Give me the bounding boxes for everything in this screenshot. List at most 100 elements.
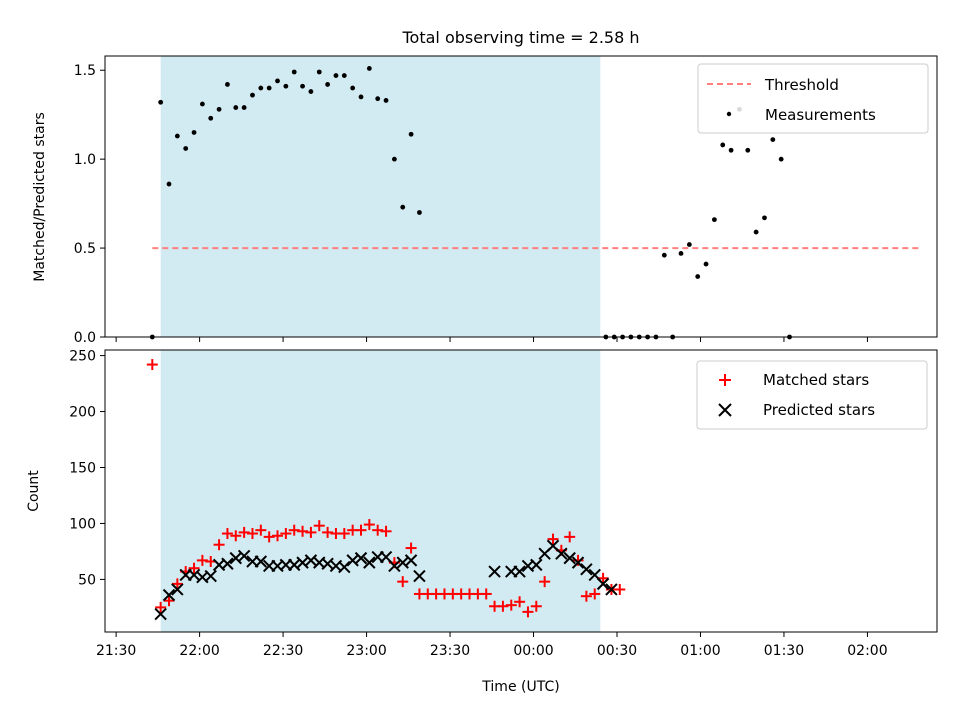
matched-star-point — [397, 576, 409, 588]
predicted-star-point — [162, 588, 176, 602]
matched-star-point — [322, 526, 334, 538]
measurement-point — [341, 73, 347, 78]
x-tick-label: 02:00 — [847, 643, 887, 659]
x-tick-label: 01:30 — [764, 643, 804, 659]
predicted-star-point — [513, 565, 526, 578]
matched-star-point — [246, 528, 258, 540]
predicted-star-point — [204, 569, 217, 583]
top-legend-label-measurements: Measurements — [765, 106, 876, 124]
x-tick-label: 00:30 — [597, 643, 637, 659]
measurement-point — [678, 251, 684, 256]
matched-star-point — [163, 595, 175, 607]
measurement-point — [174, 133, 180, 139]
matched-star-point — [564, 531, 576, 543]
y-tick-label: 100 — [69, 516, 96, 532]
measurement-point — [325, 82, 331, 87]
x-axis-label: Time (UTC) — [481, 679, 559, 695]
matched-star-point — [514, 596, 526, 608]
measurement-point — [753, 229, 759, 235]
measurement-point — [383, 98, 389, 103]
top-axes-frame — [104, 55, 938, 338]
predicted-star-point — [154, 607, 167, 621]
predicted-star-point — [171, 583, 184, 596]
predicted-star-point — [388, 559, 401, 573]
x-tick-label: 22:00 — [179, 643, 219, 659]
matched-star-point — [614, 583, 626, 595]
measurement-point — [720, 142, 726, 148]
measurement-point — [350, 85, 356, 91]
predicted-star-point — [530, 558, 543, 572]
y-tick-label: 200 — [69, 405, 96, 421]
y-tick-label: 1.5 — [74, 63, 96, 79]
x-tick-label: 22:30 — [263, 643, 303, 659]
matched-star-point — [497, 600, 509, 612]
bottom-legend: Matched stars Predicted stars — [696, 360, 928, 430]
bottom-legend-box — [696, 360, 928, 430]
matched-star-point — [530, 600, 542, 612]
y-tick-label: 1.0 — [74, 152, 96, 168]
measurement-point — [366, 66, 372, 71]
bottom-y-axis: 50 100 150 200 250 — [69, 349, 105, 588]
x-tick-label: 23:30 — [430, 643, 470, 659]
measurement-point — [375, 96, 381, 102]
bottom-marks-layer — [146, 359, 626, 621]
measurement-point — [233, 105, 239, 110]
observing-window-shade — [160, 350, 601, 632]
top-y-axis-label: Matched/Predicted stars — [32, 112, 48, 282]
predicted-star-point — [254, 555, 268, 568]
measurements-legend-swatch — [726, 111, 732, 117]
matched-star-point — [272, 530, 284, 542]
measurement-point — [728, 147, 734, 153]
predicted-star-point — [363, 556, 376, 569]
measurement-point — [661, 252, 667, 258]
matched-star-point — [255, 524, 267, 536]
matched-star-point — [305, 526, 317, 538]
count-panel: 50 100 150 200 250 21:30 22:00 22:30 23:00 23:30… — [26, 349, 938, 695]
measurement-point — [283, 83, 289, 89]
measurement-point — [770, 137, 776, 142]
matched-star-point — [505, 599, 517, 611]
measurement-point — [225, 82, 230, 87]
measurement-point — [166, 181, 172, 187]
measurement-point — [703, 261, 709, 267]
top-legend-label-threshold: Threshold — [764, 76, 839, 94]
predicted-star-point — [338, 560, 351, 574]
matched-star-point — [263, 531, 275, 543]
top-x-axis — [115, 337, 868, 342]
bottom-shade-layer — [160, 350, 601, 632]
measurement-point — [300, 83, 305, 89]
matched-star-point — [547, 533, 559, 545]
predicted-star-point — [580, 563, 593, 576]
matched-star-point — [196, 554, 208, 566]
top-legend: Threshold Measurements — [697, 63, 929, 134]
matched-star-point — [280, 528, 292, 540]
measurement-point — [408, 131, 414, 137]
matched-star-point — [221, 528, 233, 540]
matched-star-point — [238, 526, 250, 538]
measurement-point — [333, 73, 339, 78]
matched-star-point — [372, 524, 384, 536]
y-tick-label: 0.0 — [74, 330, 96, 346]
matched-star-point — [405, 542, 417, 554]
predicted-stars-legend-swatch — [718, 403, 732, 417]
top-y-axis: 0.0 0.5 1.0 1.5 — [74, 63, 105, 346]
matched-star-point — [288, 524, 300, 536]
predicted-star-point — [404, 554, 418, 567]
measurement-point — [258, 85, 264, 91]
y-tick-label: 150 — [69, 461, 96, 477]
x-tick-label: 01:00 — [680, 643, 720, 659]
matched-star-point — [230, 530, 242, 542]
matched-star-point — [363, 519, 375, 531]
measurement-point — [400, 204, 406, 210]
matched-star-point — [589, 588, 601, 600]
matched-star-point — [188, 562, 200, 574]
y-tick-label: 250 — [69, 349, 96, 365]
matched-stars-legend-swatch — [719, 374, 731, 386]
matched-star-point — [213, 539, 225, 551]
bottom-legend-label-matched: Matched stars — [763, 371, 869, 389]
measurement-point — [391, 156, 397, 162]
predicted-star-point — [488, 565, 501, 578]
ratio-panel: 0.0 0.5 1.0 1.5 Matched/Predicted stars Thr… — [32, 55, 938, 346]
bottom-y-axis-label: Count — [26, 470, 42, 512]
